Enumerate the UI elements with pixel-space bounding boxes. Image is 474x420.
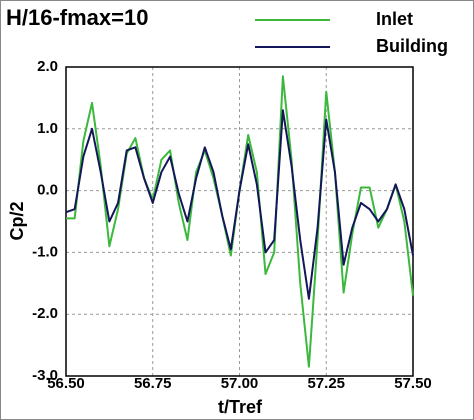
x-tick-label: 57.00 <box>221 375 259 392</box>
y-tick-label: -3.0 <box>32 367 58 384</box>
x-tick-label: 57.50 <box>394 375 432 392</box>
x-tick-label: 56.75 <box>134 375 172 392</box>
y-tick-label: 2.0 <box>37 58 58 75</box>
y-tick-label: 0.0 <box>37 182 58 199</box>
chart-title: H/16-fmax=10 <box>6 5 148 30</box>
series-line <box>65 109 414 300</box>
x-axis-label: t/Tref <box>218 397 263 417</box>
y-tick-label: -1.0 <box>32 243 58 260</box>
legend-label: Building <box>376 36 448 56</box>
x-tick-label: 56.50 <box>47 375 85 392</box>
y-tick-label: 1.0 <box>37 120 58 137</box>
plot-frame <box>65 66 414 377</box>
y-tick-label: -2.0 <box>32 305 58 322</box>
x-tick-label: 57.25 <box>307 375 345 392</box>
legend-label: Inlet <box>376 9 413 29</box>
y-axis-label: Cp/2 <box>7 201 27 240</box>
